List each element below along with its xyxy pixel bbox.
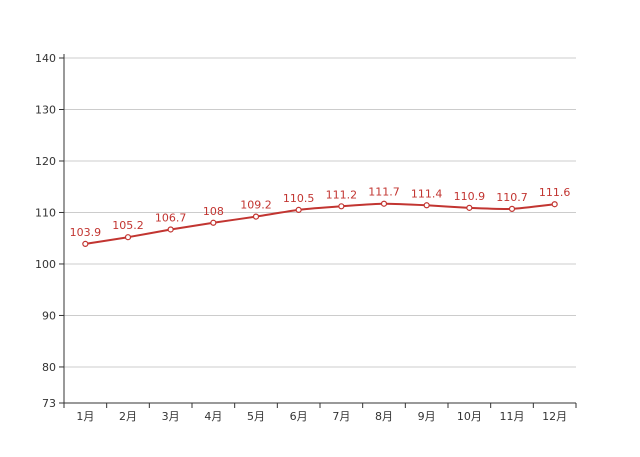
y-tick-label: 100 bbox=[35, 258, 56, 271]
data-label: 111.6 bbox=[539, 186, 571, 199]
data-label: 111.4 bbox=[411, 187, 443, 200]
y-tick-label: 130 bbox=[35, 103, 56, 116]
data-point[interactable] bbox=[124, 234, 132, 241]
y-tick-label: 110 bbox=[35, 206, 56, 219]
data-label: 106.7 bbox=[155, 211, 187, 224]
x-tick-label: 4月 bbox=[204, 410, 222, 423]
data-label: 110.5 bbox=[283, 192, 315, 205]
x-tick-label: 1月 bbox=[76, 410, 94, 423]
data-point[interactable] bbox=[380, 200, 388, 207]
y-tick-label: 140 bbox=[35, 52, 56, 65]
data-label: 110.7 bbox=[496, 191, 528, 204]
y-tick-label: 90 bbox=[42, 309, 56, 322]
data-label-group: 103.9 105.2 106.7 108 109.2 110.5 111.2 111.7 11… bbox=[70, 186, 571, 239]
x-tick-label: 10月 bbox=[457, 410, 482, 423]
data-point[interactable] bbox=[167, 226, 174, 233]
x-tick-label: 11月 bbox=[500, 410, 525, 423]
data-point[interactable] bbox=[295, 206, 302, 214]
x-tick-label: 8月 bbox=[375, 410, 393, 423]
x-tick-label: 5月 bbox=[247, 410, 265, 423]
series-line-group bbox=[82, 200, 558, 247]
x-tick-label: 3月 bbox=[162, 410, 180, 423]
data-point[interactable] bbox=[82, 240, 89, 247]
data-point[interactable] bbox=[210, 219, 217, 226]
data-label: 105.2 bbox=[112, 219, 144, 232]
x-tick-label: 6月 bbox=[290, 410, 308, 423]
grid-lines bbox=[64, 57, 576, 368]
axes: 73 80 90 100 110 120 130 140 1月 2月 3月 4月 5月 6月 7月 8月 9月 1… bbox=[35, 52, 577, 423]
data-label: 108 bbox=[203, 205, 224, 218]
x-tick-label: 7月 bbox=[332, 410, 350, 423]
x-tick-label: 12月 bbox=[542, 410, 567, 423]
data-point[interactable] bbox=[338, 203, 345, 210]
data-point[interactable] bbox=[551, 201, 558, 208]
data-point[interactable] bbox=[252, 213, 260, 220]
data-label: 103.9 bbox=[70, 226, 102, 239]
data-point[interactable] bbox=[466, 204, 473, 211]
x-tick-label: 9月 bbox=[418, 410, 436, 423]
data-label: 109.2 bbox=[240, 199, 272, 212]
data-label: 111.7 bbox=[368, 186, 400, 199]
data-point[interactable] bbox=[508, 205, 516, 212]
data-point[interactable] bbox=[423, 202, 430, 209]
y-tick-label: 80 bbox=[42, 361, 56, 374]
y-tick-label: 73 bbox=[42, 397, 56, 410]
data-label: 110.9 bbox=[454, 190, 486, 203]
y-tick-label: 120 bbox=[35, 155, 56, 168]
x-tick-label: 2月 bbox=[119, 410, 137, 423]
data-label: 111.2 bbox=[326, 188, 358, 201]
